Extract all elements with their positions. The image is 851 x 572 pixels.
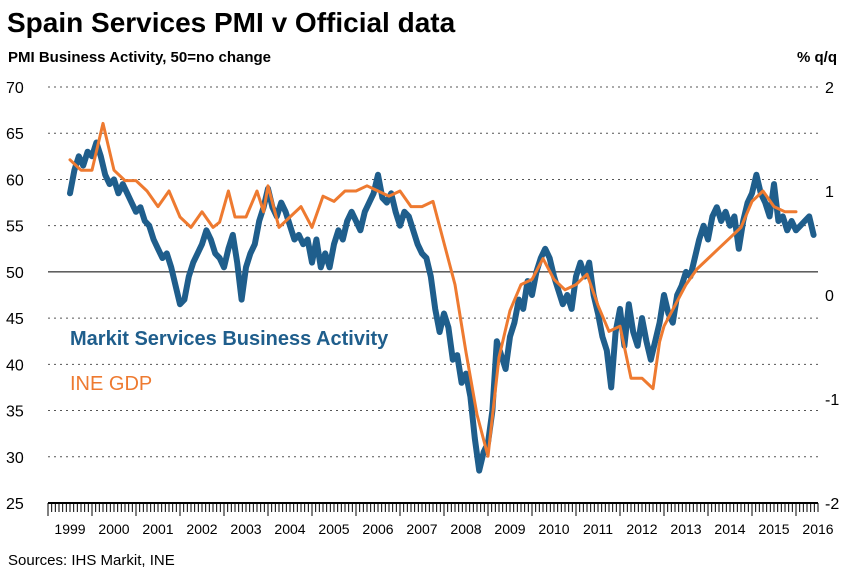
left-tick-label: 40 <box>6 357 24 374</box>
left-tick-label: 65 <box>6 126 24 143</box>
year-label: 2005 <box>318 521 349 537</box>
year-label: 2009 <box>494 521 525 537</box>
left-tick-label: 35 <box>6 404 24 421</box>
left-tick-label: 55 <box>6 219 24 236</box>
chart-subtitle: PMI Business Activity, 50=no change <box>8 49 271 66</box>
right-tick-label: 2 <box>825 80 834 97</box>
year-label: 1999 <box>54 521 85 537</box>
series-line-gdp <box>68 121 798 458</box>
year-label: 2003 <box>230 521 261 537</box>
year-label: 2001 <box>142 521 173 537</box>
year-label: 2008 <box>450 521 481 537</box>
year-label: 2012 <box>626 521 657 537</box>
year-label: 2010 <box>538 521 569 537</box>
right-axis-label: % q/q <box>797 49 837 66</box>
left-tick-label: 70 <box>6 80 24 97</box>
year-label: 2006 <box>362 521 393 537</box>
right-tick-label: 1 <box>825 184 834 201</box>
left-tick-label: 50 <box>6 265 24 282</box>
plot-series <box>67 121 817 474</box>
left-axis: 70 65 60 55 50 45 40 35 30 25 <box>6 80 24 513</box>
year-label: 2014 <box>714 521 745 537</box>
chart-title: Spain Services PMI v Official data <box>7 7 456 38</box>
year-label: 2016 <box>802 521 833 537</box>
year-label: 2013 <box>670 521 701 537</box>
series-line-pmi <box>67 139 817 474</box>
year-label: 2004 <box>274 521 305 537</box>
x-axis: 1999 2000 2001 2002 2003 2004 2005 2006 2007 2008… <box>47 502 834 537</box>
right-tick-label: -1 <box>825 392 839 409</box>
year-label: 2011 <box>583 521 613 537</box>
year-label: 2015 <box>758 521 789 537</box>
left-tick-label: 25 <box>6 496 24 513</box>
source-note: Sources: IHS Markit, INE <box>8 552 175 569</box>
right-tick-label: 0 <box>825 288 834 305</box>
right-axis: 2 1 0 -1 -2 <box>825 80 839 513</box>
legend-pmi: Markit Services Business Activity <box>70 328 389 350</box>
right-tick-label: -2 <box>825 496 839 513</box>
year-label: 2002 <box>186 521 217 537</box>
left-tick-label: 30 <box>6 450 24 467</box>
left-tick-label: 60 <box>6 172 24 189</box>
legend-gdp: INE GDP <box>70 373 152 395</box>
year-label: 2000 <box>98 521 129 537</box>
year-label: 2007 <box>406 521 437 537</box>
gridlines <box>48 86 818 458</box>
left-tick-label: 45 <box>6 311 24 328</box>
